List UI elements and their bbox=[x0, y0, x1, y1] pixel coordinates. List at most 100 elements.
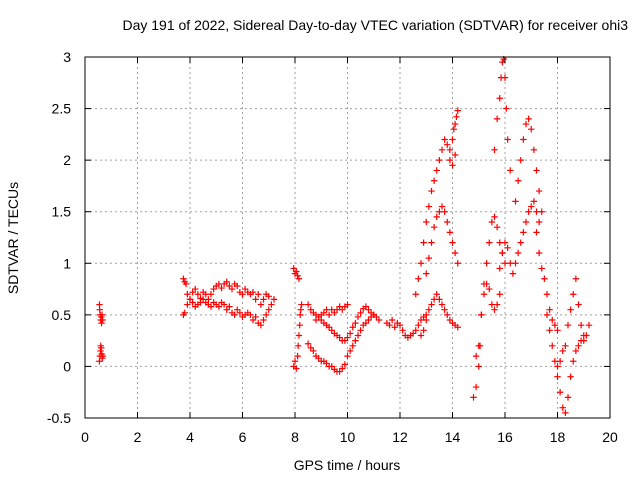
data-point bbox=[472, 352, 480, 360]
series-arc-17h-decline bbox=[533, 229, 561, 334]
data-point bbox=[294, 342, 302, 349]
data-point bbox=[423, 270, 430, 277]
data-point bbox=[436, 296, 443, 303]
data-point bbox=[556, 389, 564, 396]
series-arc-8h-b bbox=[290, 301, 305, 372]
data-point bbox=[430, 177, 438, 184]
data-point bbox=[575, 301, 582, 308]
data-point bbox=[496, 95, 503, 102]
data-point bbox=[535, 218, 543, 226]
data-point bbox=[341, 361, 349, 368]
series-arc-13h-rise bbox=[412, 136, 459, 298]
data-point bbox=[293, 268, 300, 275]
data-point bbox=[423, 218, 430, 226]
y-tick-labels: -0.5 0 0.5 1 1.5 2 2.5 3 bbox=[47, 49, 71, 426]
series-arc-0.5h-b bbox=[96, 342, 107, 365]
series-arc-16h-b bbox=[496, 198, 543, 277]
data-point bbox=[310, 347, 317, 355]
data-point bbox=[357, 309, 364, 316]
data-point bbox=[430, 223, 438, 231]
data-point bbox=[396, 321, 404, 329]
data-point bbox=[570, 291, 577, 298]
data-point bbox=[436, 156, 443, 164]
data-point bbox=[99, 352, 107, 360]
data-point bbox=[420, 327, 427, 334]
data-point bbox=[423, 316, 430, 324]
data-point bbox=[344, 301, 351, 308]
data-point bbox=[181, 309, 188, 316]
data-point bbox=[252, 296, 259, 303]
data-point bbox=[295, 275, 303, 282]
data-point bbox=[344, 352, 351, 360]
data-point bbox=[470, 394, 477, 401]
data-point bbox=[501, 239, 509, 246]
data-point bbox=[517, 156, 524, 164]
data-point bbox=[344, 334, 351, 341]
data-point bbox=[446, 156, 454, 164]
data-point bbox=[433, 291, 440, 298]
data-point bbox=[483, 280, 490, 288]
y-tick-label: -0.5 bbox=[47, 410, 71, 426]
data-point bbox=[294, 272, 301, 279]
data-point bbox=[441, 136, 448, 143]
data-point bbox=[249, 288, 257, 296]
data-point bbox=[451, 249, 459, 257]
data-point bbox=[453, 113, 460, 121]
series-arc-13h-mid bbox=[423, 203, 461, 277]
data-point bbox=[236, 309, 244, 316]
data-point bbox=[528, 126, 535, 133]
data-point bbox=[528, 203, 535, 210]
data-point bbox=[530, 146, 538, 154]
series-arc-9h-upper bbox=[312, 301, 351, 324]
data-point bbox=[417, 332, 425, 339]
data-point bbox=[454, 324, 461, 331]
data-point bbox=[451, 151, 459, 159]
data-point bbox=[562, 409, 569, 417]
data-point bbox=[562, 342, 569, 349]
series-arc-18h-b bbox=[554, 275, 593, 370]
data-point bbox=[454, 107, 461, 114]
data-point bbox=[444, 311, 451, 319]
x-tick-label: 18 bbox=[550, 429, 566, 445]
y-tick-label: 1 bbox=[63, 255, 71, 271]
data-point bbox=[543, 311, 551, 319]
data-point bbox=[567, 306, 574, 313]
data-point bbox=[533, 167, 540, 174]
data-point bbox=[559, 347, 566, 355]
data-point bbox=[546, 327, 553, 334]
data-point bbox=[501, 74, 509, 81]
series-arc-4h-lower bbox=[180, 296, 272, 329]
x-tick-label: 6 bbox=[239, 429, 247, 445]
data-point bbox=[538, 208, 545, 215]
data-point bbox=[207, 291, 215, 298]
data-point bbox=[391, 324, 398, 331]
data-point bbox=[425, 306, 433, 313]
data-point bbox=[475, 363, 482, 370]
data-point bbox=[446, 229, 454, 236]
data-point bbox=[541, 275, 548, 282]
data-point bbox=[514, 249, 522, 257]
data-point bbox=[270, 296, 278, 303]
y-tick-label: 0.5 bbox=[52, 307, 72, 323]
data-point bbox=[496, 265, 503, 272]
data-point bbox=[257, 321, 265, 329]
data-point bbox=[192, 285, 199, 293]
data-point bbox=[491, 306, 498, 313]
x-axis-label: GPS time / hours bbox=[294, 457, 401, 473]
data-point bbox=[441, 306, 448, 313]
data-point bbox=[449, 136, 456, 143]
data-point bbox=[535, 249, 543, 257]
data-point bbox=[297, 306, 304, 313]
data-point bbox=[182, 280, 190, 288]
data-point bbox=[420, 239, 427, 246]
data-point bbox=[417, 260, 425, 267]
data-point bbox=[551, 321, 559, 329]
data-point bbox=[538, 265, 545, 272]
data-point bbox=[98, 319, 105, 327]
data-point bbox=[207, 303, 215, 310]
data-point bbox=[354, 313, 362, 321]
grid bbox=[85, 57, 610, 418]
data-point bbox=[546, 306, 553, 313]
x-tick-label: 0 bbox=[81, 429, 89, 445]
data-point bbox=[99, 316, 106, 324]
